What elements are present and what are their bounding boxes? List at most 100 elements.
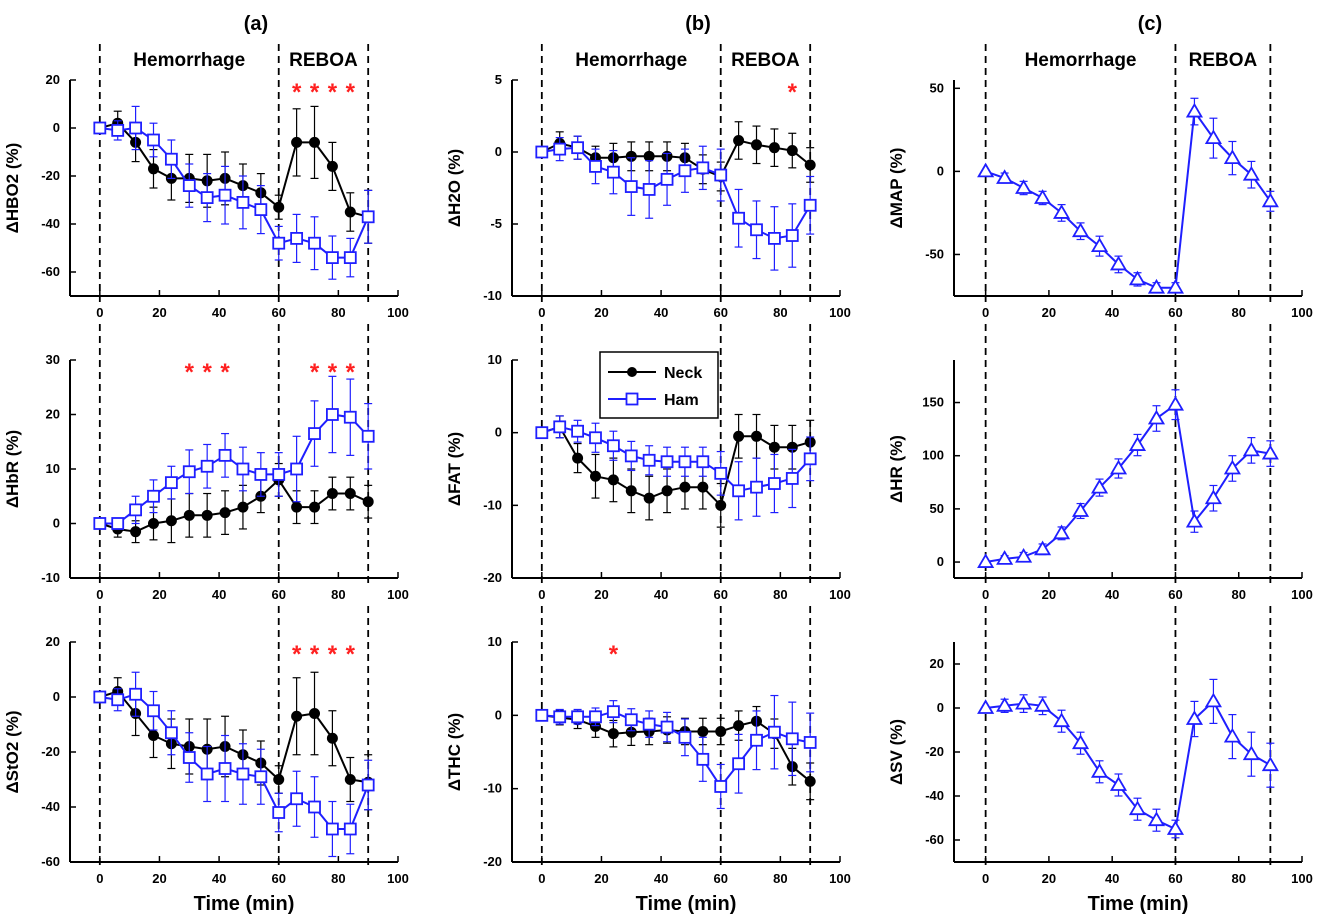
data-point: [589, 710, 602, 724]
data-point: [804, 159, 816, 171]
data-point: [714, 780, 728, 793]
y-tick-label: -50: [925, 246, 944, 261]
data-point: [1242, 165, 1260, 181]
significance-star: *: [328, 359, 338, 386]
data-point: [326, 160, 338, 172]
data-point: [553, 710, 567, 724]
data-point: [130, 526, 142, 538]
data-point: [1109, 255, 1128, 271]
data-point: [182, 179, 196, 193]
data-point: [624, 449, 638, 463]
data-point: [642, 183, 656, 196]
y-tick-label: 0: [937, 163, 944, 178]
data-point: [308, 800, 321, 814]
y-tick-label: 30: [46, 352, 60, 367]
x-tick-label: 60: [1168, 305, 1182, 320]
series-line: [99, 126, 370, 259]
chart-panel: -60 -40 -20 0 20 0 20 40 60 80 100 ΔSV (%) Time (min…: [887, 606, 1313, 915]
significance-star: *: [788, 79, 798, 106]
data-point: [325, 251, 339, 265]
data-point: [768, 441, 780, 453]
data-point: [309, 136, 321, 148]
y-tick-label: -20: [41, 744, 60, 759]
data-point: [93, 690, 107, 704]
y-tick-label: 0: [937, 700, 944, 715]
phase-label-reboa: REBOA: [1189, 50, 1258, 71]
data-point: [1128, 800, 1147, 816]
data-point: [201, 509, 213, 521]
y-axis-label: ΔSV (%): [887, 719, 906, 785]
data-point: [1034, 540, 1052, 556]
data-point: [129, 503, 143, 517]
y-tick-label: -60: [41, 854, 60, 869]
data-point: [696, 161, 710, 175]
data-point: [1015, 179, 1033, 194]
data-point: [1071, 502, 1090, 517]
data-point: [236, 767, 250, 781]
data-point: [715, 499, 727, 511]
data-point: [607, 474, 619, 486]
panel-label: (b): [685, 13, 711, 35]
data-point: [1261, 444, 1279, 460]
data-point: [200, 191, 214, 205]
data-point: [768, 477, 781, 490]
data-point: [1261, 756, 1279, 772]
y-tick-label: -60: [41, 264, 60, 279]
data-point: [290, 462, 304, 476]
y-tick-label: -10: [41, 570, 60, 585]
y-tick-label: 50: [930, 501, 944, 516]
x-tick-label: 40: [1105, 587, 1119, 602]
y-tick-label: 0: [495, 425, 502, 440]
data-point: [553, 420, 567, 434]
data-point: [571, 710, 584, 724]
data-point: [1185, 102, 1204, 118]
series-line: [541, 146, 812, 240]
x-tick-label: 40: [1105, 871, 1119, 886]
data-point: [343, 251, 357, 265]
x-tick-label: 60: [713, 871, 727, 886]
chart-panel: -60 -40 -20 0 20 0 20 40 60 80 100 ΔStO2 (%) Time (m…: [3, 606, 409, 915]
data-point: [1185, 710, 1204, 725]
x-tick-label: 0: [96, 587, 103, 602]
y-tick-label: -10: [483, 781, 502, 796]
data-point: [291, 710, 303, 722]
data-point: [272, 806, 286, 819]
y-axis-label: ΔMAP (%): [887, 148, 906, 229]
data-point: [182, 465, 196, 479]
data-point: [733, 134, 745, 146]
x-tick-label: 0: [96, 305, 103, 320]
data-point: [1090, 763, 1109, 778]
data-point: [93, 517, 107, 530]
data-point: [129, 687, 143, 701]
data-point: [1109, 776, 1128, 791]
data-point: [696, 455, 710, 469]
data-point: [606, 439, 620, 453]
x-tick-label: 40: [212, 587, 226, 602]
data-point: [308, 427, 321, 440]
data-point: [1147, 811, 1166, 827]
data-point: [1166, 278, 1185, 294]
phase-label-reboa: REBOA: [289, 50, 358, 71]
y-tick-label: -10: [483, 497, 502, 512]
x-tick-label: 60: [1168, 587, 1182, 602]
data-point: [200, 459, 214, 473]
x-tick-label: 100: [829, 587, 851, 602]
y-tick-label: 20: [930, 656, 944, 671]
x-tick-label: 40: [654, 587, 668, 602]
data-point: [290, 231, 304, 245]
data-point: [236, 462, 250, 476]
data-point: [1034, 189, 1052, 204]
series-line: [985, 108, 1272, 289]
x-tick-label: 80: [1231, 305, 1245, 320]
data-point: [236, 195, 250, 209]
data-point: [344, 488, 356, 500]
x-tick-label: 60: [713, 305, 727, 320]
x-tick-label: 60: [1168, 871, 1182, 886]
data-point: [803, 736, 817, 749]
data-point: [343, 822, 357, 836]
data-point: [535, 145, 549, 159]
data-point: [219, 507, 231, 519]
data-point: [218, 188, 232, 202]
x-tick-label: 80: [331, 587, 345, 602]
